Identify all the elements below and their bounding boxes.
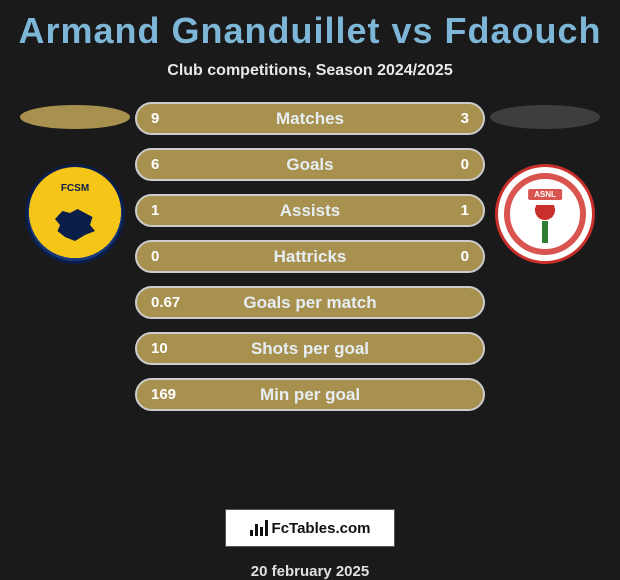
stat-right-value: 3 — [461, 110, 469, 127]
stat-row-assists: 1 Assists 1 — [135, 194, 485, 227]
stat-label: Min per goal — [151, 385, 469, 405]
stat-row-min-per-goal: 169 Min per goal — [135, 378, 485, 411]
stat-label: Hattricks — [151, 247, 469, 267]
asnl-logo-text: ASNL — [528, 189, 562, 200]
page-title: Armand Gnanduillet vs Fdaouch — [18, 10, 601, 52]
comparison-card: Armand Gnanduillet vs Fdaouch Club compe… — [0, 0, 620, 580]
stat-left-value: 9 — [151, 110, 159, 127]
stat-right-value: 0 — [461, 156, 469, 173]
stat-left-value: 6 — [151, 156, 159, 173]
right-club-logo: ASNL — [495, 164, 595, 264]
stat-label: Shots per goal — [151, 339, 469, 359]
stat-left-value: 0 — [151, 248, 159, 265]
stat-right-value: 1 — [461, 202, 469, 219]
stat-row-shots-per-goal: 10 Shots per goal — [135, 332, 485, 365]
stat-label: Goals per match — [151, 293, 469, 313]
stat-right-value: 0 — [461, 248, 469, 265]
stat-label: Goals — [151, 155, 469, 175]
main-area: FCSM 9 Matches 3 6 Goals 0 1 Assists 1 — [0, 100, 620, 491]
brand-watermark: FcTables.com — [225, 509, 395, 547]
fcsm-logo-text: FCSM — [61, 183, 89, 194]
thistle-icon — [530, 205, 560, 243]
left-accent-ellipse — [20, 105, 130, 129]
fcsm-logo-inner: FCSM — [38, 177, 112, 251]
stat-left-value: 0.67 — [151, 294, 180, 311]
left-player-column: FCSM — [15, 100, 135, 264]
stat-left-value: 169 — [151, 386, 176, 403]
stat-label: Assists — [151, 201, 469, 221]
right-player-column: ASNL — [485, 100, 605, 264]
stat-row-goals-per-match: 0.67 Goals per match — [135, 286, 485, 319]
stat-left-value: 10 — [151, 340, 168, 357]
left-club-logo: FCSM — [25, 164, 125, 264]
subtitle: Club competitions, Season 2024/2025 — [167, 62, 452, 80]
stat-row-goals: 6 Goals 0 — [135, 148, 485, 181]
brand-text: FcTables.com — [272, 520, 371, 537]
right-accent-ellipse — [490, 105, 600, 129]
bar-chart-icon — [250, 520, 268, 536]
stat-row-hattricks: 0 Hattricks 0 — [135, 240, 485, 273]
stat-left-value: 1 — [151, 202, 159, 219]
stats-list: 9 Matches 3 6 Goals 0 1 Assists 1 0 Hatt… — [135, 100, 485, 411]
comparison-date: 20 february 2025 — [251, 563, 369, 580]
stat-row-matches: 9 Matches 3 — [135, 102, 485, 135]
stat-label: Matches — [151, 109, 469, 129]
lion-icon — [50, 203, 100, 243]
